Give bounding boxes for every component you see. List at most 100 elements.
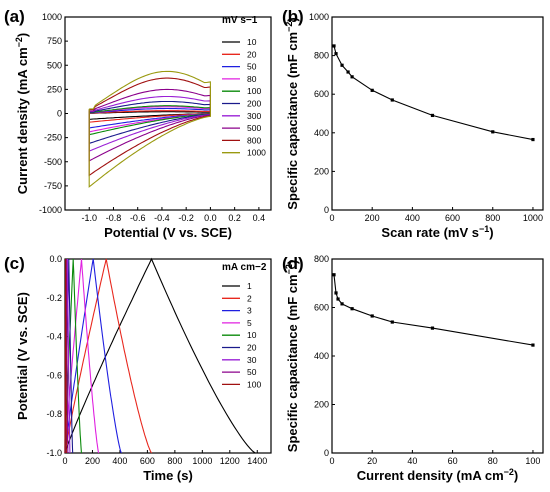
y-tick-label: 200: [314, 400, 329, 410]
y-tick-label: 400: [314, 128, 329, 138]
data-point: [531, 137, 535, 142]
data-point: [334, 291, 338, 295]
plot-frame: [64, 258, 272, 454]
gcd-curve-2: [64, 258, 152, 454]
y-tick-label: 600: [314, 303, 329, 313]
legend-label-200: 200: [247, 99, 261, 109]
legend-label-10: 10: [247, 37, 257, 47]
legend-label-100: 100: [247, 379, 261, 389]
legend-label-5: 5: [247, 318, 252, 328]
legend-label-300: 300: [247, 111, 261, 121]
x-tick-label: 800: [485, 213, 500, 223]
x-tick-label: -1.0: [81, 213, 97, 223]
legend-label-1000: 1000: [247, 148, 266, 158]
x-tick-label: 600: [140, 456, 155, 466]
data-point: [340, 63, 344, 67]
y-tick-label: -1000: [39, 205, 62, 215]
x-tick-label: 0: [329, 456, 334, 466]
x-tick-label: 80: [488, 456, 498, 466]
legend-title: mV s−1: [222, 15, 258, 26]
x-tick-label: 0: [329, 213, 334, 223]
x-axis-label: Time (s): [143, 468, 193, 483]
y-tick-label: -1.0: [46, 448, 62, 458]
x-tick-label: 1000: [192, 456, 212, 466]
legend-label-800: 800: [247, 135, 261, 145]
x-tick-label: 1200: [220, 456, 240, 466]
legend-label-30: 30: [247, 355, 257, 365]
legend-label-1: 1: [247, 281, 252, 291]
y-tick-label: 0: [324, 448, 329, 458]
series-line: [333, 274, 534, 346]
data-point: [531, 343, 535, 347]
data-point: [370, 314, 374, 318]
legend-label-10: 10: [247, 330, 257, 340]
plot-frame: [331, 16, 544, 211]
panel-label: (d): [282, 254, 304, 273]
x-tick-label: 100: [525, 456, 540, 466]
legend-label-100: 100: [247, 86, 261, 96]
legend-label-50: 50: [247, 62, 257, 72]
y-tick-label: -0.4: [46, 332, 62, 342]
plot-frame: [331, 258, 544, 454]
y-tick-label: 0: [324, 205, 329, 215]
x-axis-label: Current density (mA cm−2): [357, 467, 519, 483]
legend-label-20: 20: [247, 49, 257, 59]
legend-label-20: 20: [247, 343, 257, 353]
y-tick-label: 800: [314, 254, 329, 264]
x-tick-label: 200: [365, 213, 380, 223]
y-tick-label: -0.8: [46, 409, 62, 419]
y-tick-label: 250: [47, 84, 62, 94]
y-axis-label: Specific capacitance (mF cm−2): [284, 260, 300, 452]
x-tick-label: 400: [112, 456, 127, 466]
y-tick-label: -0.2: [46, 293, 62, 303]
x-tick-label: 0.0: [204, 213, 217, 223]
data-point: [390, 98, 394, 102]
data-point: [340, 302, 344, 306]
y-tick-label: 1000: [309, 12, 329, 22]
y-tick-label: 400: [314, 351, 329, 361]
panel-label: (a): [4, 7, 25, 26]
x-tick-label: -0.4: [154, 213, 170, 223]
gcd-curve-3: [64, 258, 122, 454]
data-point: [336, 297, 340, 301]
data-point: [350, 307, 354, 311]
y-axis-label: Specific capacitance (mF cm−2): [284, 17, 300, 209]
legend-label-80: 80: [247, 74, 257, 84]
data-point: [430, 113, 435, 118]
y-axis-label: Current density (mA cm−2): [14, 33, 30, 195]
gcd-curve-1: [64, 257, 256, 454]
cv-curve-1000: [88, 70, 211, 188]
data-point: [370, 88, 374, 92]
series-line: [333, 45, 534, 141]
y-tick-label: -250: [44, 133, 62, 143]
gcd-curve-10: [64, 258, 83, 454]
data-point: [334, 52, 338, 56]
y-tick-label: 1000: [42, 12, 62, 22]
x-tick-label: 0.4: [253, 213, 266, 223]
x-tick-label: 40: [407, 456, 417, 466]
y-tick-label: 0.0: [49, 254, 62, 264]
gcd-curve-100: [64, 259, 67, 453]
x-tick-label: 800: [167, 456, 182, 466]
y-tick-label: -500: [44, 157, 62, 167]
x-tick-label: 1400: [247, 456, 267, 466]
y-tick-label: 200: [314, 166, 329, 176]
x-tick-label: 60: [448, 456, 458, 466]
data-point: [332, 44, 336, 48]
panel-c-gcd-curves: 0 200 400 600 800 1000 1200 1400 -1.0 -0.8 -0.6 -0.…: [4, 254, 272, 483]
data-point: [350, 75, 354, 79]
panel-label: (b): [282, 7, 304, 26]
y-axis-label: Potential (V vs. SCE): [15, 292, 30, 420]
panel-a-cv-curves: -1.0 -0.8 -0.6 -0.4 -0.2 0.0 0.2 0.4 -1000 -750 -5…: [4, 7, 272, 240]
legend-label-2: 2: [247, 293, 252, 303]
legend-label-3: 3: [247, 306, 252, 316]
data-point: [332, 273, 336, 277]
data-point: [346, 70, 350, 74]
data-point: [430, 326, 435, 330]
panel-d-capacitance-vs-current-density: 0 20 40 60 80 100 0 200 400 600 800 (d) Current dens…: [282, 254, 544, 483]
data-point: [491, 130, 495, 134]
x-tick-label: 20: [367, 456, 377, 466]
x-tick-label: 400: [405, 213, 420, 223]
y-tick-label: -0.6: [46, 370, 62, 380]
